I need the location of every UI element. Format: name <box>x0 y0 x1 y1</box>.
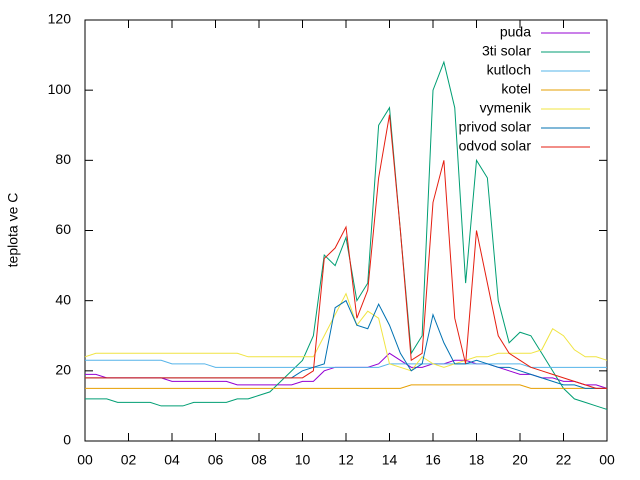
series-line <box>85 60 608 410</box>
legend-label: odvod solar <box>459 138 532 154</box>
x-tick-label: 10 <box>295 452 311 468</box>
legend-label: 3ti solar <box>482 43 531 59</box>
y-tick-label: 120 <box>48 11 72 27</box>
legend-label: vymenik <box>480 100 532 116</box>
y-tick-label: 20 <box>55 362 71 378</box>
x-tick-label: 22 <box>556 452 572 468</box>
series-line <box>85 384 607 389</box>
x-tick-label: 12 <box>338 452 354 468</box>
legend-label: kutloch <box>487 62 531 78</box>
x-tick-label: 04 <box>164 452 180 468</box>
series-line <box>85 299 607 389</box>
legend-label: privod solar <box>459 119 532 135</box>
x-tick-label: 08 <box>251 452 267 468</box>
x-tick-label: 20 <box>512 452 528 468</box>
x-tick-label: 02 <box>121 452 137 468</box>
series-line <box>85 359 607 368</box>
x-tick-label: 18 <box>469 452 485 468</box>
legend-label: puda <box>500 24 531 40</box>
y-tick-label: 80 <box>55 151 71 167</box>
x-tick-label: 14 <box>382 452 398 468</box>
x-tick-label: 00 <box>599 452 615 468</box>
series-line <box>85 114 607 389</box>
x-tick-label: 06 <box>208 452 224 468</box>
legend-label: kotel <box>501 81 531 97</box>
series-line <box>84 292 608 372</box>
x-tick-label: 00 <box>77 452 93 468</box>
y-axis-label: teplota ve C <box>5 193 21 268</box>
y-tick-label: 100 <box>48 81 72 97</box>
series-line <box>85 352 608 389</box>
x-tick-label: 16 <box>425 452 441 468</box>
y-tick-label: 40 <box>55 291 71 307</box>
y-tick-label: 60 <box>55 221 71 237</box>
y-tick-label: 0 <box>63 432 71 448</box>
